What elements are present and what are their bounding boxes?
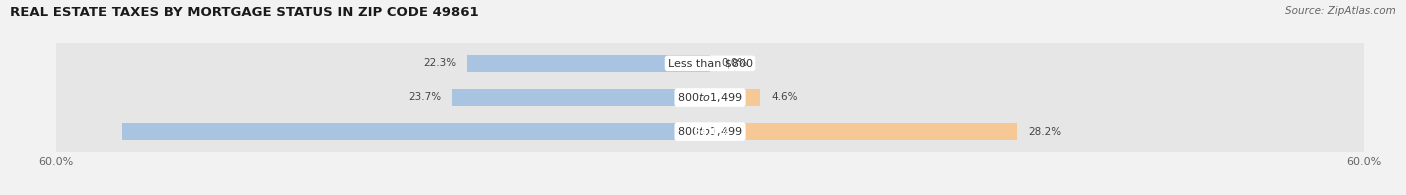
Bar (710, 123, 1018, 140)
Bar (122, 123, 710, 140)
Text: 28.2%: 28.2% (1028, 127, 1062, 137)
Bar (451, 89, 710, 106)
FancyBboxPatch shape (48, 101, 1372, 162)
Bar (710, 89, 761, 106)
Text: 23.7%: 23.7% (408, 92, 441, 103)
FancyBboxPatch shape (48, 33, 1372, 94)
Text: Source: ZipAtlas.com: Source: ZipAtlas.com (1285, 6, 1396, 16)
Text: 0.0%: 0.0% (721, 58, 747, 68)
Text: $800 to $1,499: $800 to $1,499 (678, 91, 742, 104)
Text: 54.0%: 54.0% (693, 127, 730, 137)
Bar (467, 54, 710, 72)
FancyBboxPatch shape (48, 67, 1372, 128)
Text: $800 to $1,499: $800 to $1,499 (678, 125, 742, 138)
Text: REAL ESTATE TAXES BY MORTGAGE STATUS IN ZIP CODE 49861: REAL ESTATE TAXES BY MORTGAGE STATUS IN … (10, 6, 478, 19)
Text: 22.3%: 22.3% (423, 58, 456, 68)
Text: Less than $800: Less than $800 (668, 58, 752, 68)
Text: 4.6%: 4.6% (770, 92, 797, 103)
